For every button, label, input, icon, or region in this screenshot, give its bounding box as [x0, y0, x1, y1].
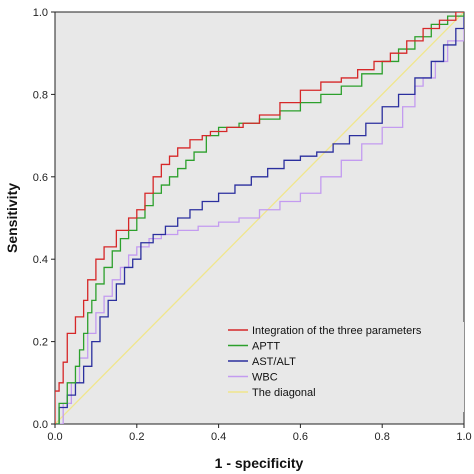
x-tick-label: 0.2	[129, 431, 144, 443]
y-axis-title: Sensitivity	[4, 183, 20, 253]
series-line-integration-of-the-three-parameters	[55, 12, 464, 424]
y-tick-label: 1.0	[33, 7, 48, 19]
x-axis-title: 1 - specificity	[215, 455, 304, 471]
x-tick-label: 0.4	[211, 431, 226, 443]
y-tick-label: 0.0	[33, 419, 48, 431]
legend-box	[222, 322, 464, 412]
legend-label-ast-alt: AST/ALT	[252, 356, 296, 368]
legend: Integration of the three parameters APTT A…	[222, 322, 464, 412]
legend-label-aptt: APTT	[252, 341, 280, 353]
y-tick-label: 0.8	[33, 89, 48, 101]
x-tick-label: 0.8	[375, 431, 390, 443]
y-tick-label: 0.2	[33, 337, 48, 349]
x-tick-label: 0.6	[293, 431, 308, 443]
y-tick-label: 0.6	[33, 172, 48, 184]
legend-label-wbc: WBC	[252, 372, 278, 384]
legend-label-integration-of-the-three-parameters: Integration of the three parameters	[252, 325, 422, 337]
x-tick-label: 0.0	[47, 431, 62, 443]
series-line-wbc	[55, 12, 464, 424]
legend-label-the-diagonal: The diagonal	[252, 387, 316, 399]
y-tick-label: 0.4	[33, 254, 48, 266]
series-line-ast-alt	[55, 12, 464, 424]
series-line-aptt	[55, 12, 464, 424]
x-tick-label: 1.0	[456, 431, 471, 443]
